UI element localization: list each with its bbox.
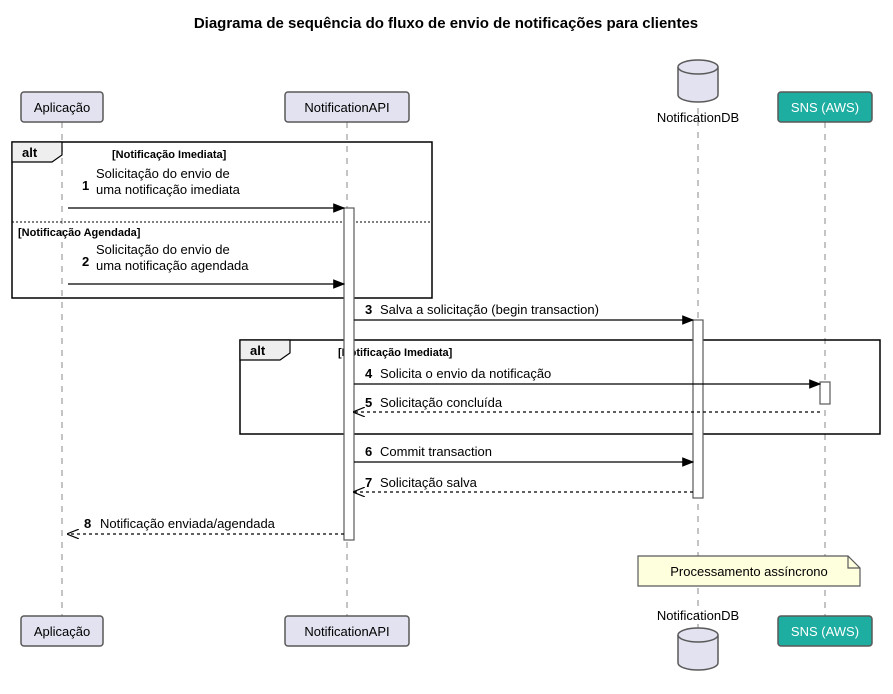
alt-frame bbox=[240, 340, 880, 434]
message-label-5: Solicitação concluída bbox=[380, 395, 503, 410]
participant-db-bottom-top bbox=[678, 628, 718, 642]
participant-db-bottom-label: NotificationDB bbox=[657, 608, 739, 623]
participant-api-top-label: NotificationAPI bbox=[304, 100, 389, 115]
message-num-5: 5 bbox=[365, 395, 372, 410]
diagram-title: Diagrama de sequência do fluxo de envio … bbox=[194, 15, 698, 32]
message-num-8: 8 bbox=[84, 516, 91, 531]
activation bbox=[820, 382, 830, 404]
message-num-6: 6 bbox=[365, 444, 372, 459]
alt-guard: [Notificação Imediata] bbox=[112, 149, 227, 161]
participant-db-top-top bbox=[678, 60, 718, 74]
message-num-3: 3 bbox=[365, 302, 372, 317]
message-label-1: Solicitação do envio de bbox=[96, 166, 230, 181]
alt-frame-label: alt bbox=[22, 145, 38, 160]
message-label-3: Salva a solicitação (begin transaction) bbox=[380, 302, 599, 317]
message-label-6: Commit transaction bbox=[380, 444, 492, 459]
participant-sns-bottom-label: SNS (AWS) bbox=[791, 624, 859, 639]
note-text: Processamento assíncrono bbox=[670, 564, 828, 579]
activation bbox=[693, 320, 703, 498]
alt-guard: [Notificação Imediata] bbox=[338, 347, 453, 359]
message-num-2: 2 bbox=[82, 254, 89, 269]
participant-db-top-label: NotificationDB bbox=[657, 110, 739, 125]
message-num-1: 1 bbox=[82, 178, 89, 193]
message-label-4: Solicita o envio da notificação bbox=[380, 366, 551, 381]
participant-app-top-label: Aplicação bbox=[34, 100, 90, 115]
message-num-7: 7 bbox=[365, 475, 372, 490]
participant-sns-top-label: SNS (AWS) bbox=[791, 100, 859, 115]
message-label-8: Notificação enviada/agendada bbox=[100, 516, 276, 531]
alt-frame-label: alt bbox=[250, 343, 266, 358]
message-label-2: Solicitação do envio de bbox=[96, 242, 230, 257]
participant-api-bottom-label: NotificationAPI bbox=[304, 624, 389, 639]
message-label-7: Solicitação salva bbox=[380, 475, 478, 490]
activation bbox=[344, 208, 354, 540]
message-num-4: 4 bbox=[365, 366, 373, 381]
message-label-2: uma notificação agendada bbox=[96, 258, 249, 273]
participant-app-bottom-label: Aplicação bbox=[34, 624, 90, 639]
message-label-1: uma notificação imediata bbox=[96, 182, 241, 197]
alt-guard: [Notificação Agendada] bbox=[18, 227, 141, 239]
